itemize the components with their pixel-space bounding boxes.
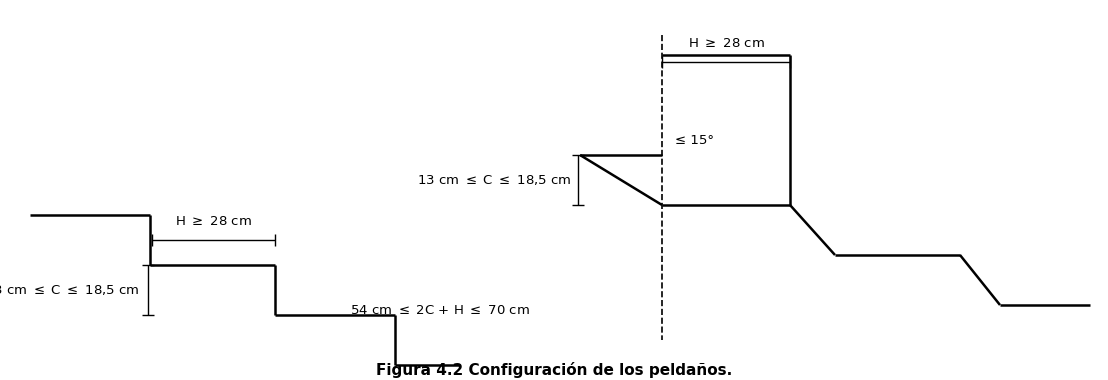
Text: H $\geq$ 28 cm: H $\geq$ 28 cm <box>688 37 765 50</box>
Text: H $\geq$ 28 cm: H $\geq$ 28 cm <box>175 215 252 228</box>
Text: 13 cm $\leq$ C $\leq$ 18,5 cm: 13 cm $\leq$ C $\leq$ 18,5 cm <box>418 173 572 187</box>
Text: ≤ 15°: ≤ 15° <box>675 133 714 147</box>
Text: Figura 4.2 Configuración de los peldaños.: Figura 4.2 Configuración de los peldaños… <box>376 362 732 378</box>
Text: 54 cm $\leq$ 2C + H $\leq$ 70 cm: 54 cm $\leq$ 2C + H $\leq$ 70 cm <box>350 304 530 317</box>
Text: 13 cm $\leq$ C $\leq$ 18,5 cm: 13 cm $\leq$ C $\leq$ 18,5 cm <box>0 283 140 297</box>
